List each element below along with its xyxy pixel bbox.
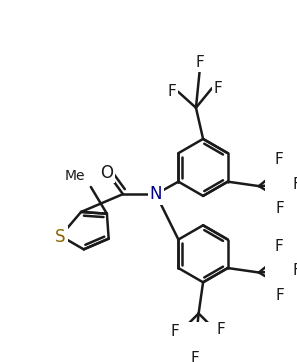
Text: F: F [214,81,222,96]
Text: F: F [170,324,179,339]
Text: F: F [276,288,285,303]
Text: F: F [195,55,204,70]
Text: O: O [100,164,113,182]
Text: Me: Me [65,169,86,182]
Text: F: F [276,201,285,216]
Text: F: F [274,239,283,254]
Text: F: F [217,322,225,337]
Text: F: F [274,152,283,167]
Text: F: F [191,351,200,362]
Text: S: S [55,228,66,246]
Text: F: F [293,263,297,278]
Text: F: F [293,177,297,192]
Text: N: N [150,185,162,203]
Text: F: F [168,84,176,99]
